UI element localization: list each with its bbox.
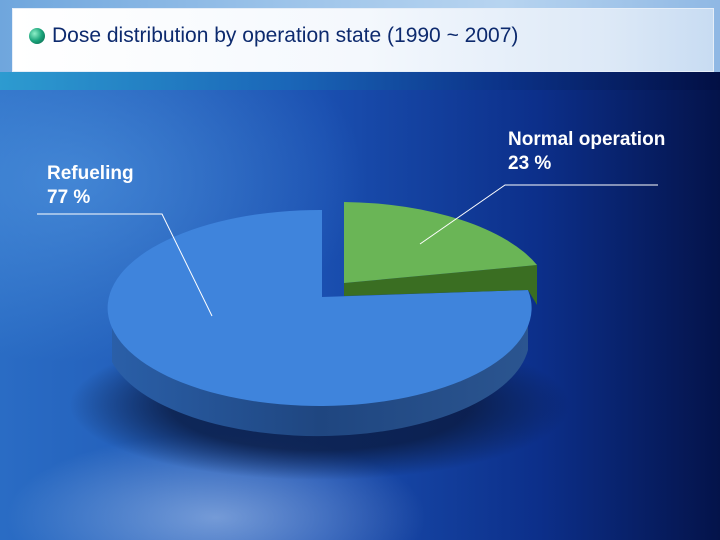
green-gem-bullet-icon [29,28,45,44]
normal-leader-line [419,184,658,245]
normal-operation-label: Normal operation 23 % [508,128,665,176]
refueling-slice [107,209,532,406]
refueling-leader-line [37,213,213,317]
refueling-label-value: 77 % [47,187,91,208]
refueling-label: Refueling 77 % [47,162,134,210]
refueling-label-name: Refueling [47,163,134,184]
normal-label-value: 23 % [508,153,552,174]
normal-label-name: Normal operation [508,129,666,150]
normal-operation-slice [344,202,537,283]
header-divider-strip [0,72,720,90]
title-box [12,8,714,72]
normal-slice-side [344,265,537,305]
slide-title: Dose distribution by operation state (19… [52,24,519,47]
refueling-slice-side [112,300,528,437]
